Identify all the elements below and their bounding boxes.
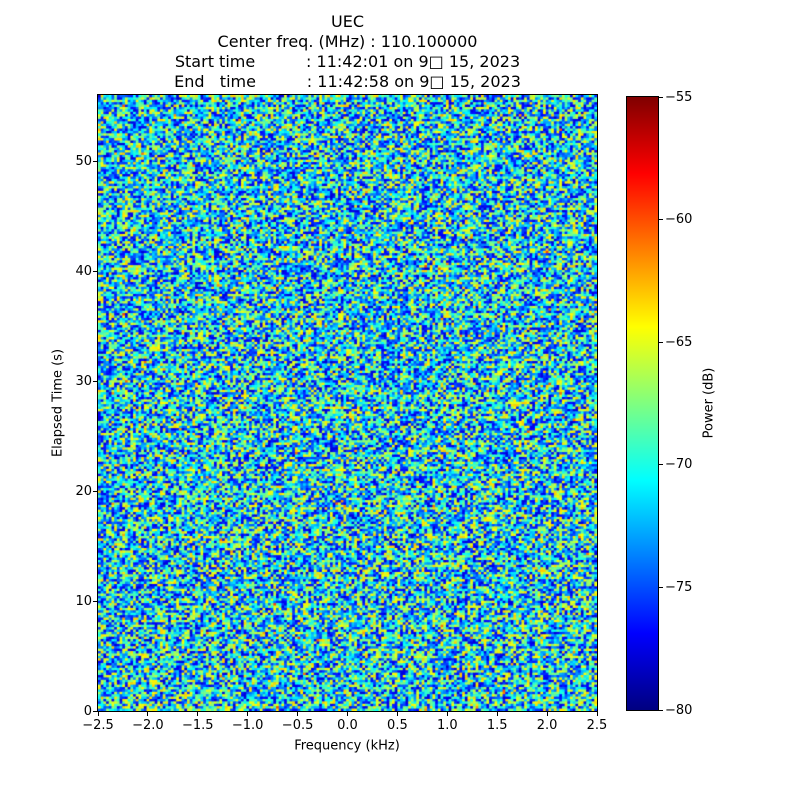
y-tick-label: 50 — [75, 153, 92, 169]
x-tick-label: 0.5 — [387, 718, 408, 733]
x-tick-label: 1.0 — [436, 718, 458, 733]
x-tick-label: 2.5 — [586, 718, 608, 733]
x-tick-label: −1.5 — [182, 718, 214, 733]
colorbar-tick-label: −80 — [665, 702, 693, 718]
y-tick-label: 40 — [75, 263, 92, 279]
y-axis-label: Elapsed Time (s) — [50, 348, 66, 458]
x-tick-mark — [247, 712, 249, 716]
colorbar-tick-label: −65 — [665, 334, 693, 350]
x-tick-label: 0.0 — [337, 718, 358, 733]
colorbar-tick-mark — [659, 219, 663, 221]
x-tick-label: 1.5 — [486, 718, 508, 733]
y-tick-mark — [93, 600, 97, 602]
colorbar-tick-label: −75 — [665, 579, 693, 595]
title-line-4: End time : 11:42:58 on 9□ 15, 2023 — [174, 72, 521, 91]
y-tick-mark — [93, 160, 97, 162]
y-tick-label: 0 — [83, 703, 92, 719]
x-tick-label: −1.0 — [231, 718, 264, 733]
colorbar-tick-mark — [659, 96, 663, 98]
colorbar-tick-mark — [659, 341, 663, 343]
colorbar-label: Power (dB) — [701, 367, 717, 439]
x-tick-mark — [546, 712, 548, 716]
colorbar-tick-label: −60 — [665, 212, 693, 228]
title-line-1: UEC — [331, 12, 364, 31]
chart-title: UEC Center freq. (MHz) : 110.100000 Star… — [98, 12, 597, 92]
x-tick-mark — [197, 712, 199, 716]
colorbar-tick-label: −70 — [665, 457, 693, 473]
y-tick-mark — [93, 710, 97, 712]
x-axis-label: Frequency (kHz) — [294, 738, 400, 754]
y-tick-mark — [93, 270, 97, 272]
colorbar — [626, 96, 659, 711]
colorbar-tick-mark — [659, 464, 663, 466]
x-tick-mark — [446, 712, 448, 716]
x-tick-mark — [297, 712, 299, 716]
title-line-2: Center freq. (MHz) : 110.100000 — [217, 32, 478, 51]
spectrogram-heatmap — [97, 94, 598, 712]
x-tick-mark — [396, 712, 398, 716]
x-tick-mark — [97, 712, 99, 716]
x-tick-label: −0.5 — [281, 718, 314, 733]
x-tick-label: −2.0 — [132, 718, 164, 733]
x-tick-mark — [347, 712, 348, 716]
colorbar-tick-mark — [659, 586, 663, 588]
y-tick-label: 10 — [75, 593, 92, 609]
y-tick-label: 20 — [75, 483, 92, 499]
colorbar-tick-mark — [659, 709, 663, 711]
y-tick-mark — [93, 490, 97, 492]
x-tick-mark — [147, 712, 149, 716]
x-tick-label: −2.5 — [82, 718, 114, 733]
title-line-3: Start time : 11:42:01 on 9□ 15, 2023 — [174, 52, 521, 71]
y-tick-mark — [93, 380, 97, 382]
x-tick-mark — [596, 712, 598, 716]
x-tick-mark — [496, 712, 498, 716]
heatmap-canvas — [98, 95, 597, 711]
y-tick-label: 30 — [75, 373, 92, 389]
x-tick-label: 2.0 — [536, 718, 558, 733]
colorbar-tick-label: −55 — [665, 89, 693, 105]
